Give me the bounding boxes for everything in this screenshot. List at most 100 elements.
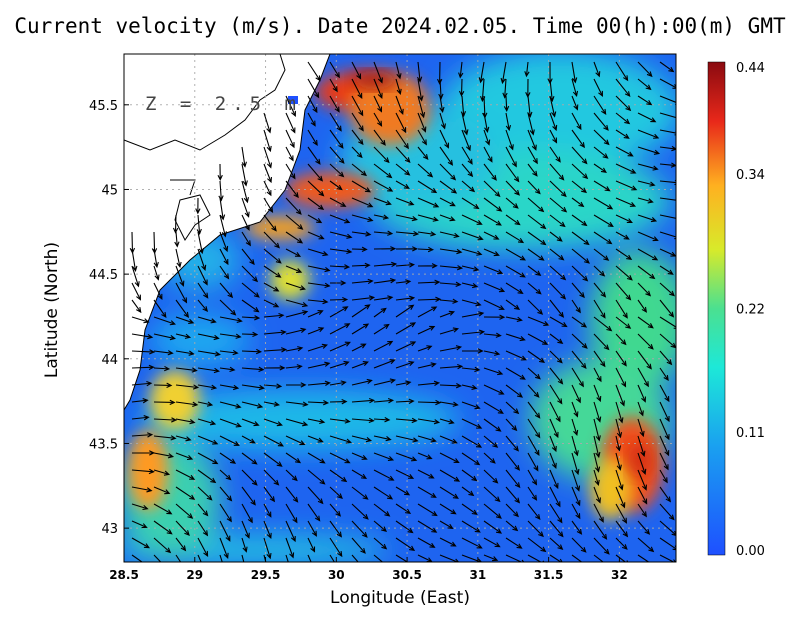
velocity-arrow (527, 384, 540, 398)
velocity-arrow (285, 435, 306, 446)
velocity-arrow (527, 129, 537, 151)
velocity-arrow (549, 248, 565, 261)
velocity-arrow (549, 418, 559, 439)
chart-title: Current velocity (m/s). Date 2024.02.05.… (14, 14, 786, 38)
x-tick-label: 29 (186, 568, 203, 582)
velocity-arrow (285, 346, 304, 352)
velocity-arrow (417, 129, 427, 146)
velocity-arrow (483, 282, 506, 293)
velocity-arrow (329, 341, 351, 352)
velocity-arrow (329, 231, 353, 239)
speed-field (124, 54, 676, 562)
velocity-arrow (615, 129, 630, 139)
velocity-arrow (505, 367, 526, 380)
velocity-arrow (505, 384, 524, 398)
velocity-arrow (175, 503, 194, 519)
velocity-arrow (329, 163, 345, 178)
velocity-arrow (329, 520, 343, 538)
velocity-arrow (615, 112, 631, 125)
velocity-arrow (439, 95, 445, 114)
velocity-arrow (285, 418, 309, 427)
velocity-arrow (351, 262, 371, 269)
velocity-arrow (659, 95, 676, 105)
velocity-arrow (263, 469, 280, 486)
velocity-arrow (263, 112, 272, 134)
velocity-arrow (527, 418, 541, 439)
velocity-arrow (483, 214, 502, 226)
velocity-arrow (395, 246, 419, 252)
velocity-arrow (219, 214, 227, 238)
velocity-arrow (307, 503, 321, 522)
velocity-arrow (351, 246, 368, 253)
velocity-arrow (373, 398, 395, 404)
velocity-arrow (483, 435, 499, 448)
velocity-arrow (131, 432, 154, 438)
velocity-arrow (637, 537, 655, 553)
velocity-arrow (307, 265, 331, 273)
velocity-arrow (351, 323, 370, 335)
velocity-arrow (593, 95, 607, 115)
velocity-arrow (351, 95, 364, 117)
velocity-arrow (505, 299, 521, 311)
velocity-arrow (505, 214, 521, 226)
velocity-arrow (615, 503, 628, 524)
velocity-arrow (395, 452, 418, 462)
velocity-arrow (285, 299, 309, 308)
velocity-arrow (505, 282, 524, 295)
velocity-arrow (527, 197, 545, 213)
velocity-arrow (483, 299, 505, 310)
velocity-arrow (505, 316, 523, 322)
velocity-arrow (593, 367, 602, 383)
velocity-arrow (351, 146, 363, 159)
velocity-arrow (285, 327, 307, 335)
velocity-arrow (197, 452, 219, 465)
y-tick-label: 44.5 (89, 268, 118, 283)
velocity-arrow (439, 418, 455, 425)
velocity-arrow (483, 112, 490, 133)
velocity-arrow (659, 486, 671, 503)
velocity-arrow (461, 401, 481, 410)
velocity-arrow (351, 435, 373, 443)
velocity-arrow (373, 417, 391, 423)
velocity-arrow (329, 503, 342, 517)
velocity-arrow (571, 469, 581, 492)
velocity-arrow (285, 382, 307, 388)
velocity-arrow (395, 537, 416, 551)
velocity-arrow (417, 279, 441, 285)
velocity-arrow (195, 197, 201, 215)
velocity-arrow (659, 299, 675, 318)
velocity-arrow (615, 299, 628, 319)
velocity-arrow (571, 95, 579, 111)
velocity-arrow (351, 554, 359, 562)
velocity-arrow (593, 452, 601, 473)
velocity-arrow (593, 180, 611, 192)
velocity-arrow (153, 435, 177, 441)
velocity-arrow (373, 214, 390, 220)
velocity-arrow (175, 248, 182, 269)
velocity-arrow (483, 197, 503, 212)
velocity-arrow (483, 537, 501, 548)
velocity-arrow (637, 520, 651, 535)
velocity-arrow (263, 265, 282, 278)
velocity-arrow (505, 452, 521, 471)
velocity-arrow (241, 248, 255, 266)
velocity-arrow (637, 265, 656, 280)
velocity-arrow (461, 366, 481, 373)
velocity-arrow (241, 231, 251, 247)
velocity-arrow (505, 537, 523, 549)
velocity-arrow (241, 554, 245, 562)
velocity-arrow (417, 214, 439, 222)
velocity-arrow (329, 264, 351, 270)
velocity-arrow (549, 435, 557, 453)
velocity-arrow (395, 469, 415, 479)
velocity-arrow (131, 265, 140, 288)
velocity-arrow (527, 435, 540, 457)
velocity-arrow (615, 401, 624, 424)
velocity-arrow (483, 332, 502, 338)
velocity-arrow (549, 231, 563, 242)
velocity-arrow (197, 265, 208, 286)
velocity-arrow (373, 61, 383, 84)
velocity-arrow (263, 197, 274, 213)
velocity-arrow (329, 296, 349, 303)
velocity-arrow (285, 469, 298, 482)
